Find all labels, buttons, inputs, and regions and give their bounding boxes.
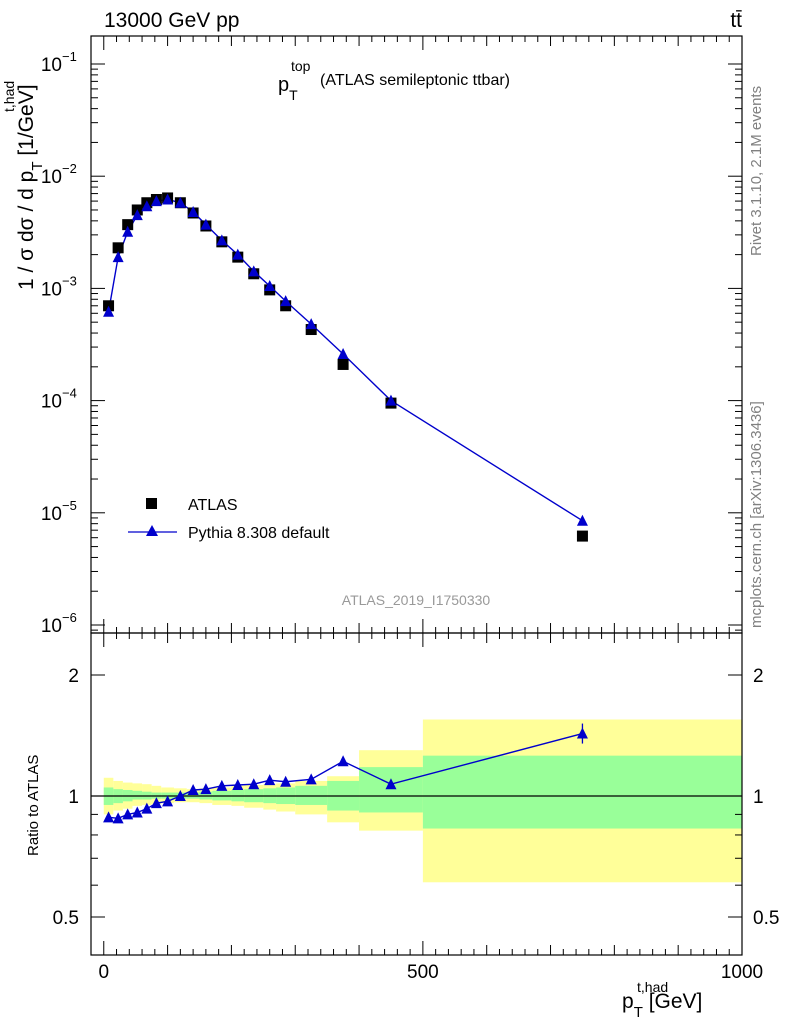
legend-label-atlas: ATLAS	[188, 497, 238, 514]
atlas-point	[305, 324, 317, 336]
y-tick-label: 10	[41, 504, 62, 525]
ratio-y-label: Ratio to ATLAS	[25, 755, 42, 856]
header-energy-label: 13000 GeV pp	[104, 9, 239, 32]
ratio-y-tick-label-right: 2	[753, 666, 764, 687]
ratio-pythia-point	[280, 775, 292, 787]
atlas-point	[576, 530, 588, 542]
ratio-plot-area	[91, 719, 742, 883]
svg-text:t,had: t,had	[1, 81, 17, 112]
atlas-point	[337, 358, 349, 370]
main-y-axis: 10−610−510−410−310−210−1	[41, 36, 743, 637]
chart-title-rest: (ATLAS semileptonic ttbar)	[320, 72, 510, 89]
ratio-y-tick-label-left: 2	[68, 666, 79, 687]
main-panel: 10−610−510−410−310−210−1 pT top (ATLAS s…	[1, 35, 743, 637]
ratio-pythia-point	[103, 811, 115, 823]
pythia-point	[200, 218, 212, 230]
x-tick-label: 0	[98, 962, 109, 983]
svg-text:1 / σ dσ / d pT [1/GeV]: 1 / σ dσ / d pT [1/GeV]	[15, 84, 46, 290]
y-tick-exponent: −3	[62, 273, 77, 288]
y-tick-exponent: −2	[62, 161, 77, 176]
y-tick-exponent: −1	[62, 49, 77, 64]
pythia-point	[122, 225, 134, 237]
ratio-y-tick-label-left: 0.5	[53, 908, 79, 929]
y-tick-label: 10	[41, 55, 62, 76]
pythia-point	[112, 251, 124, 263]
mcplots-label: mcplots.cern.ch [arXiv:1306.3436]	[748, 401, 765, 628]
y-tick-label: 10	[41, 279, 62, 300]
pythia-point	[305, 318, 317, 330]
atlas-point	[122, 219, 134, 231]
pythia-point	[248, 265, 260, 277]
svg-text:pT [GeV]: pT [GeV]	[622, 990, 702, 1021]
pythia-point	[280, 295, 292, 307]
y-tick-exponent: −6	[62, 610, 77, 625]
pythia-point	[232, 248, 244, 260]
header-process-label: tt̄	[730, 9, 742, 32]
ratio-pythia-point	[200, 783, 212, 795]
pythia-point	[131, 209, 143, 221]
pythia-point	[141, 200, 153, 212]
y-tick-label: 10	[41, 167, 62, 188]
main-y-label: 1 / σ dσ / d pT [1/GeV] t,had	[1, 81, 46, 290]
ratio-pythia-point	[187, 783, 199, 795]
ratio-panel: 0.5 0.5 1 1 2 2 0 500 1000 Ratio to ATLAS pT [Ge…	[25, 632, 779, 1021]
ratio-pythia-point	[150, 797, 162, 809]
ratio-pythia-point	[174, 790, 186, 801]
x-axis-label: pT [GeV] t,had	[622, 979, 702, 1021]
ratio-pythia-point	[305, 773, 317, 785]
chart-title: pT	[278, 74, 298, 103]
ratio-y-tick-label-right: 1	[753, 787, 764, 808]
pythia-point	[187, 205, 199, 217]
ratio-pythia-point	[248, 778, 260, 790]
y-tick-label: 10	[41, 392, 62, 413]
ratio-pythia-point	[131, 806, 143, 818]
ratio-pythia-point	[385, 778, 397, 790]
main-frame	[90, 35, 743, 634]
analysis-tag: ATLAS_2019_I1750330	[342, 592, 491, 608]
legend-marker-pythia	[146, 525, 158, 536]
ratio-pythia-point	[232, 779, 244, 791]
y-tick-exponent: −4	[62, 386, 77, 401]
ratio-pythia-point	[337, 755, 349, 767]
pythia-point	[576, 514, 588, 526]
pythia-point	[385, 394, 397, 406]
ratio-pythia-point	[162, 795, 174, 807]
y-tick-label: 10	[41, 616, 62, 637]
pythia-point	[216, 234, 228, 246]
x-tick-label: 500	[407, 962, 439, 983]
legend-marker-atlas	[146, 498, 157, 509]
pythia-point	[162, 193, 174, 205]
ratio-y-tick-label-left: 1	[68, 787, 79, 808]
ratio-pythia-point	[576, 727, 588, 739]
uncertainty-band-inner	[132, 790, 143, 800]
ratio-frame	[90, 632, 743, 956]
ratio-pythia-point	[112, 812, 124, 824]
pythia-point	[103, 305, 115, 317]
x-tick-label: 1000	[721, 962, 763, 983]
ratio-pythia-point	[216, 779, 228, 791]
uncertainty-band-inner	[295, 785, 328, 805]
legend-label-pythia: Pythia 8.308 default	[188, 525, 330, 542]
ratio-pythia-point	[141, 802, 153, 814]
ratio-axes: 0.5 0.5 1 1 2 2 0 500 1000	[53, 633, 779, 983]
legend: ATLAS Pythia 8.308 default	[128, 497, 330, 542]
y-tick-exponent: −5	[62, 498, 77, 513]
pythia-point	[150, 195, 162, 207]
svg-text:t,had: t,had	[637, 979, 668, 995]
ratio-pythia-point	[122, 808, 134, 820]
ratio-pythia-point	[264, 774, 276, 786]
pythia-point	[174, 196, 186, 208]
ratio-y-tick-label-right: 0.5	[753, 908, 779, 929]
rivet-version-label: Rivet 3.1.10, 2.1M events	[748, 86, 765, 256]
chart-title-superscript: top	[291, 58, 311, 74]
main-plot-area	[103, 192, 588, 542]
atlas-point	[112, 242, 124, 254]
pythia-point	[337, 348, 349, 360]
uncertainty-band-inner	[422, 755, 742, 829]
pythia-point	[264, 280, 276, 292]
